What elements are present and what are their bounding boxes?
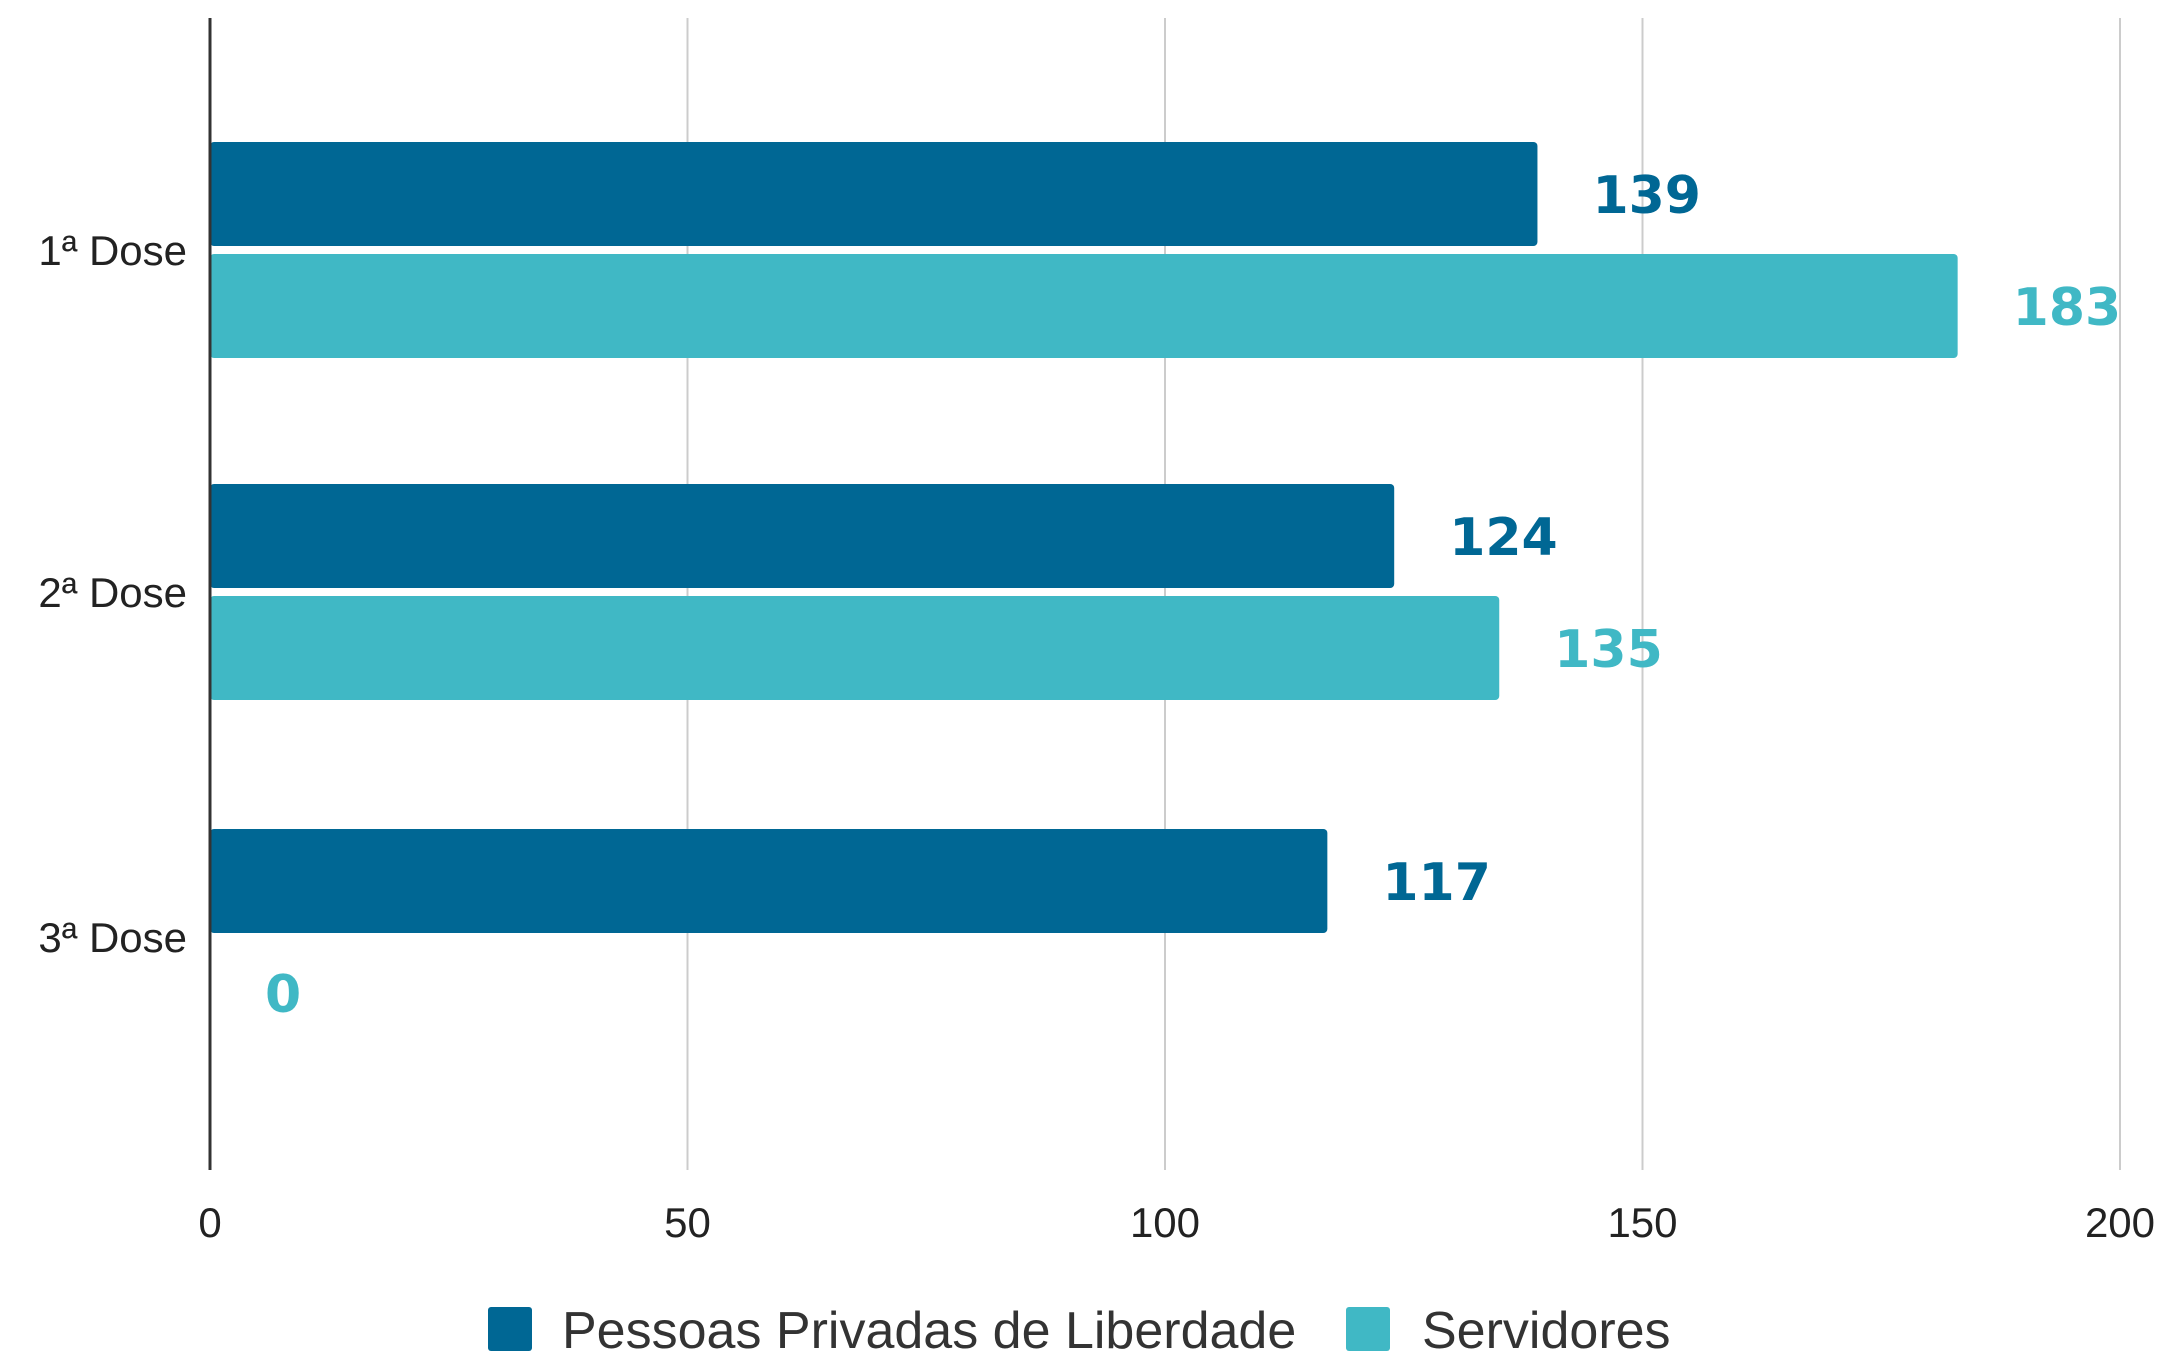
bar — [210, 254, 1958, 358]
y-category-label: 1ª Dose — [38, 227, 187, 274]
x-tick-label: 150 — [1607, 1199, 1677, 1246]
data-label: 183 — [2013, 278, 2122, 338]
data-label: 0 — [265, 965, 301, 1025]
y-category-label: 2ª Dose — [38, 569, 187, 616]
data-label: 139 — [1592, 166, 1701, 226]
data-label: 124 — [1449, 508, 1558, 568]
bar — [210, 484, 1395, 588]
data-label: 135 — [1554, 620, 1663, 680]
legend-label: Servidores — [1422, 1302, 1671, 1355]
legend-swatch — [488, 1307, 532, 1351]
x-axis-ticks: 0 50 100 150 200 — [198, 1199, 2155, 1246]
legend: Pessoas Privadas de Liberdade Servidores — [488, 1302, 1671, 1355]
legend-label: Pessoas Privadas de Liberdade — [562, 1302, 1296, 1355]
x-tick-label: 0 — [198, 1199, 221, 1246]
bars — [210, 142, 1958, 933]
legend-item-series-1: Servidores — [1346, 1302, 1671, 1355]
x-tick-label: 200 — [2085, 1199, 2155, 1246]
x-tick-label: 100 — [1130, 1199, 1200, 1246]
y-axis-categories: 1ª Dose 2ª Dose 3ª Dose — [38, 227, 187, 961]
bar — [210, 829, 1328, 933]
bar — [210, 142, 1538, 246]
legend-item-series-0: Pessoas Privadas de Liberdade — [488, 1302, 1296, 1355]
bar — [210, 596, 1500, 700]
legend-swatch — [1346, 1307, 1390, 1351]
data-labels: 139 124 117 183 135 0 — [265, 166, 2121, 1025]
y-category-label: 3ª Dose — [38, 914, 187, 961]
data-label: 117 — [1382, 853, 1491, 913]
x-tick-label: 50 — [664, 1199, 711, 1246]
